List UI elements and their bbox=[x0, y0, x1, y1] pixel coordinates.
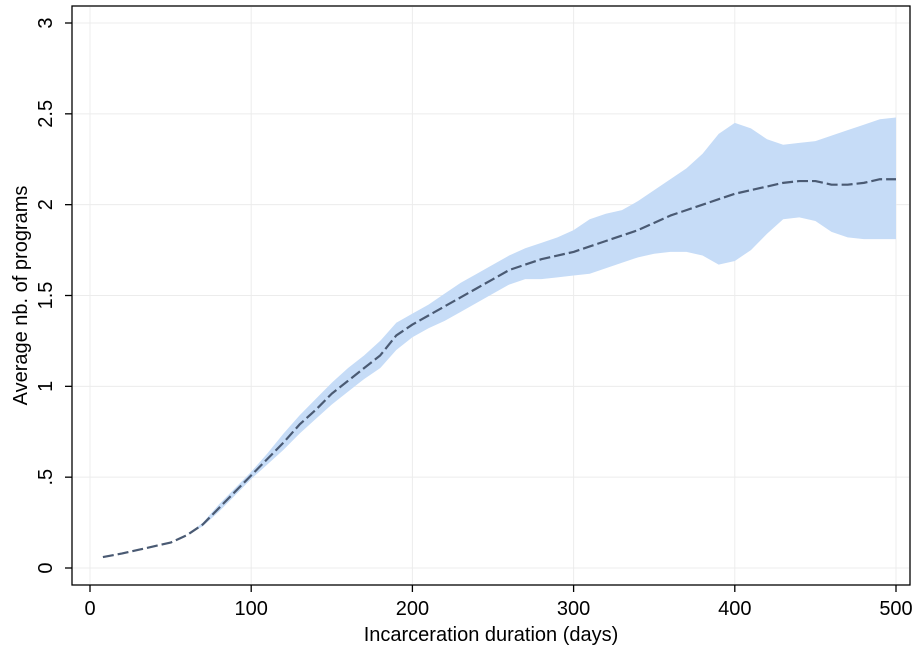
x-tick-label: 200 bbox=[396, 598, 429, 620]
x-axis-ticks: 0 100 200 300 400 500 bbox=[84, 585, 913, 620]
confidence-band-layer bbox=[102, 117, 896, 558]
y-axis-ticks: 0 .5 1 1.5 2 2.5 3 bbox=[35, 17, 72, 574]
x-axis-title: Incarceration duration (days) bbox=[364, 624, 619, 646]
x-tick-label: 400 bbox=[718, 598, 751, 620]
y-tick-label: .5 bbox=[35, 469, 57, 486]
x-tick-label: 100 bbox=[235, 598, 268, 620]
y-tick-label: 1.5 bbox=[35, 282, 57, 310]
y-tick-label: 3 bbox=[35, 17, 57, 28]
series-line-layer bbox=[102, 178, 896, 559]
confidence-band bbox=[102, 117, 896, 558]
y-tick-label: 0 bbox=[35, 562, 57, 573]
y-axis-title: Average nb. of programs bbox=[10, 186, 32, 406]
y-tick-label: 2.5 bbox=[35, 100, 57, 128]
x-tick-label: 0 bbox=[84, 598, 95, 620]
series-line bbox=[102, 178, 896, 559]
y-tick-label: 1 bbox=[35, 381, 57, 392]
y-tick-label: 2 bbox=[35, 199, 57, 210]
grid-lines bbox=[73, 7, 909, 584]
x-tick-label: 300 bbox=[557, 598, 590, 620]
x-tick-label: 500 bbox=[879, 598, 912, 620]
